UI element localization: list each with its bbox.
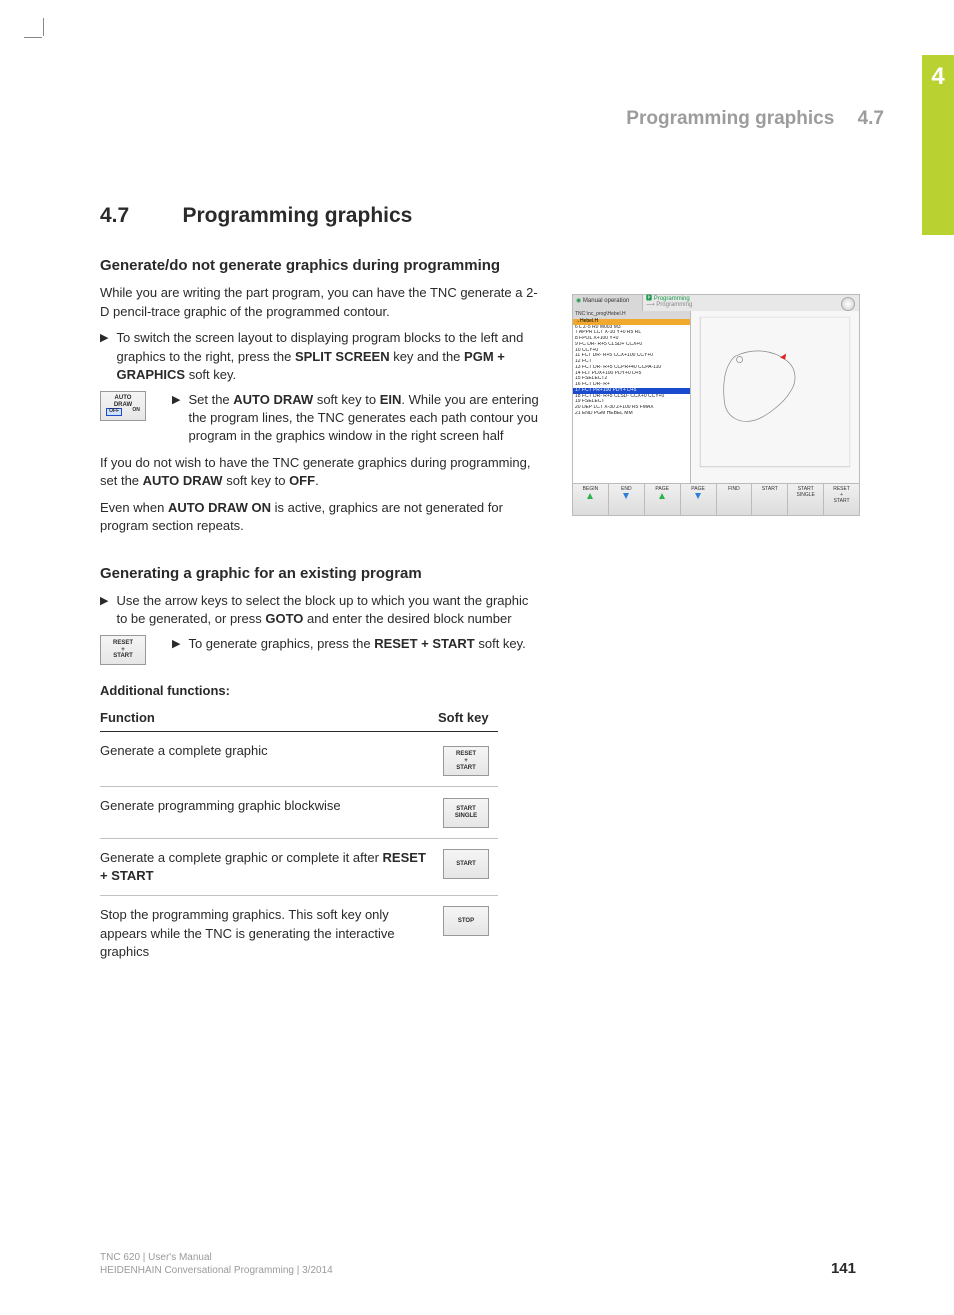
reset-bullet-text: To generate graphics, press the RESET + …	[188, 635, 540, 653]
code-pane: TNC:\nc_prog\Hebel.H →Hebel.H 6 L Z-5 R0…	[573, 311, 691, 483]
page-number: 141	[831, 1260, 856, 1277]
mode-programming: 🅿 Programming ⟶ Programming	[643, 295, 859, 311]
section-number: 4.7	[100, 204, 178, 228]
screenshot-softkey: FIND	[717, 484, 753, 515]
softkey-auto-draw-icon: AUTO DRAW OFF ON	[100, 391, 146, 421]
para-1: While you are writing the part program, …	[100, 284, 540, 321]
graphics-pane	[691, 311, 859, 483]
gear-icon	[841, 297, 855, 311]
tnc-screenshot: ◉ Manual operation 🅿 Programming ⟶ Progr…	[572, 294, 860, 516]
para-3: Even when AUTO DRAW ON is active, graphi…	[100, 499, 540, 536]
bullet-2-text: Use the arrow keys to select the block u…	[116, 592, 540, 629]
icon-row-reset: RESET+START ▶ To generate graphics, pres…	[100, 635, 540, 665]
screenshot-softkey: PAGE	[681, 484, 717, 515]
running-header: Programming graphics 4.7	[626, 108, 884, 130]
softkey-icon: START	[443, 849, 489, 879]
page-content: 4.7 Programming graphics Generate/do not…	[100, 204, 860, 971]
subheading-1: Generate/do not generate graphics during…	[100, 256, 860, 276]
screenshot-softkey: BEGIN	[573, 484, 609, 515]
table-row: Stop the programming graphics. This soft…	[100, 896, 498, 971]
header-number: 4.7	[858, 108, 884, 129]
mode-manual: ◉ Manual operation	[573, 295, 643, 311]
bullet-1: ▶ To switch the screen layout to display…	[100, 329, 540, 384]
table-row: Generate a complete graphicRESET+START	[100, 731, 498, 786]
footer: TNC 620 | User's Manual HEIDENHAIN Conve…	[100, 1251, 333, 1277]
chapter-tab: 4	[922, 55, 954, 235]
col-softkey: Soft key	[438, 706, 498, 732]
table-row: Generate a complete graphic or complete …	[100, 839, 498, 896]
screenshot-softkey: PAGE	[645, 484, 681, 515]
bullet-marker-icon: ▶	[172, 393, 180, 446]
section-heading: 4.7 Programming graphics	[100, 204, 860, 228]
bullet-marker-icon: ▶	[100, 331, 108, 384]
softkey-icon: STARTSINGLE	[443, 798, 489, 828]
bullet-2: ▶ Use the arrow keys to select the block…	[100, 592, 540, 629]
bullet-1-text: To switch the screen layout to displayin…	[116, 329, 540, 384]
autodraw-bullet-text: Set the AUTO DRAW soft key to EIN. While…	[188, 391, 540, 446]
screenshot-softkey: END	[609, 484, 645, 515]
subheading-2: Generating a graphic for an existing pro…	[100, 564, 860, 584]
para-2: If you do not wish to have the TNC gener…	[100, 454, 540, 491]
icon-row-autodraw: AUTO DRAW OFF ON ▶ Set the AUTO DRAW sof…	[100, 391, 540, 446]
screenshot-softkey: STARTSINGLE	[788, 484, 824, 515]
footer-line-2: HEIDENHAIN Conversational Programming | …	[100, 1264, 333, 1277]
bullet-marker-icon: ▶	[172, 637, 180, 653]
col-function: Function	[100, 706, 438, 732]
softkey-icon: RESET+START	[443, 746, 489, 776]
table-caption: Additional functions:	[100, 683, 860, 698]
functions-table: Function Soft key Generate a complete gr…	[100, 706, 498, 971]
footer-line-1: TNC 620 | User's Manual	[100, 1251, 333, 1264]
screenshot-softkey: RESET+START	[824, 484, 859, 515]
softkey-row: BEGINENDPAGEPAGEFINDSTARTSTARTSINGLERESE…	[573, 483, 859, 515]
table-row: Generate programming graphic blockwiseST…	[100, 787, 498, 839]
softkey-icon: STOP	[443, 906, 489, 936]
section-title: Programming graphics	[182, 204, 412, 227]
header-title: Programming graphics	[626, 108, 834, 129]
softkey-reset-start-icon: RESET+START	[100, 635, 146, 665]
bullet-marker-icon: ▶	[100, 594, 108, 629]
screenshot-softkey: START	[752, 484, 788, 515]
